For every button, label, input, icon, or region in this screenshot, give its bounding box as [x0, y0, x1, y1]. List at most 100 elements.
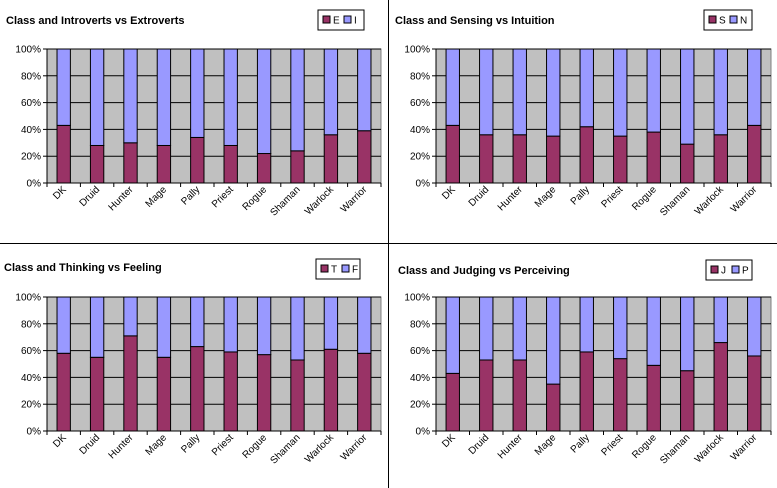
x-category-label: Druid	[78, 432, 103, 457]
y-tick-label: 0%	[416, 179, 431, 190]
y-tick-label: 20%	[21, 400, 41, 411]
legend-swatch-S	[708, 15, 717, 24]
bar-N-rogue	[646, 48, 661, 133]
bar-J-warlock	[713, 342, 728, 432]
chart-title: Class and Thinking vs Feeling	[4, 262, 162, 274]
bar-S-shaman	[680, 143, 695, 184]
legend-label: F	[352, 265, 358, 276]
bar-I-priest	[223, 48, 238, 146]
x-category-label: Rogue	[241, 184, 270, 213]
bar-J-dk	[445, 372, 460, 432]
legend-swatch-I	[343, 15, 352, 24]
bar-T-druid	[89, 356, 105, 432]
y-tick-label: 40%	[410, 125, 430, 136]
bar-N-warlock	[713, 48, 728, 136]
x-category-label: Pally	[179, 184, 202, 207]
bar-N-druid	[479, 48, 494, 136]
y-tick-label: 60%	[410, 346, 430, 357]
y-tick-label: 100%	[15, 293, 41, 304]
x-category-label: DK	[51, 184, 69, 202]
y-tick-label: 100%	[404, 293, 430, 304]
legend-swatch-F	[341, 264, 350, 273]
x-category-label: Priest	[210, 432, 236, 458]
legend-swatch-E	[322, 15, 331, 24]
bar-J-druid	[479, 359, 494, 432]
bar-N-pally	[579, 48, 594, 128]
x-category-label: Priest	[600, 184, 626, 210]
bar-T-shaman	[290, 359, 305, 432]
legend-label: I	[354, 16, 357, 27]
legend-label: E	[333, 16, 340, 27]
bar-P-mage	[546, 296, 561, 385]
bar-I-hunter	[123, 48, 138, 144]
x-category-label: Warrior	[339, 432, 370, 463]
x-category-label: Pally	[179, 432, 202, 455]
legend-box	[705, 259, 753, 281]
x-category-label: Mage	[533, 184, 559, 210]
y-tick-label: 100%	[404, 45, 430, 56]
bar-E-pally	[190, 136, 205, 184]
x-category-label: DK	[440, 184, 458, 202]
bar-F-priest	[223, 296, 238, 353]
y-tick-label: 20%	[410, 152, 430, 163]
bar-S-priest	[613, 135, 628, 184]
x-category-label: Mage	[533, 432, 559, 458]
bar-F-druid	[89, 296, 105, 358]
x-category-label: Druid	[467, 432, 492, 457]
bar-E-druid	[89, 144, 105, 184]
bar-E-warrior	[357, 130, 372, 184]
bar-I-warlock	[323, 48, 339, 136]
y-tick-label: 60%	[21, 98, 41, 109]
bar-N-shaman	[680, 48, 695, 145]
x-category-label: Rogue	[241, 432, 270, 461]
bar-T-rogue	[256, 354, 272, 432]
bar-E-shaman	[290, 150, 305, 184]
bar-S-pally	[579, 126, 594, 184]
y-tick-label: 80%	[21, 71, 41, 82]
bar-F-mage	[156, 296, 172, 358]
x-category-label: Warlock	[303, 184, 337, 218]
bar-E-dk	[56, 124, 71, 184]
bar-J-warrior	[747, 355, 762, 432]
y-tick-label: 20%	[410, 400, 430, 411]
y-tick-label: 60%	[21, 346, 41, 357]
y-tick-label: 80%	[410, 319, 430, 330]
bar-J-shaman	[680, 370, 695, 432]
bar-P-pally	[579, 296, 594, 353]
bar-T-warrior	[357, 352, 372, 432]
y-tick-label: 40%	[21, 373, 41, 384]
x-category-label: Warrior	[729, 184, 760, 215]
x-category-label: Hunter	[496, 184, 525, 213]
bar-S-hunter	[512, 134, 527, 184]
bar-I-rogue	[256, 48, 272, 155]
bar-S-warlock	[713, 134, 728, 184]
x-category-label: Mage	[144, 432, 170, 458]
bar-N-dk	[445, 48, 460, 126]
x-category-label: Warlock	[693, 432, 727, 466]
bar-P-hunter	[512, 296, 527, 361]
bar-P-dk	[445, 296, 460, 374]
bar-N-warrior	[747, 48, 762, 126]
y-tick-label: 40%	[410, 373, 430, 384]
bar-S-druid	[479, 134, 494, 184]
bar-S-dk	[445, 124, 460, 184]
bar-N-priest	[613, 48, 628, 137]
bar-T-warlock	[323, 348, 339, 432]
legend-swatch-T	[320, 264, 329, 273]
bar-F-hunter	[123, 296, 138, 337]
x-category-label: Warrior	[339, 184, 370, 215]
legend-label: P	[742, 266, 749, 277]
x-category-label: Shaman	[269, 184, 303, 218]
bar-N-hunter	[512, 48, 527, 136]
x-category-label: Druid	[78, 184, 103, 209]
y-tick-label: 80%	[21, 319, 41, 330]
bar-T-dk	[56, 352, 71, 432]
bar-S-mage	[546, 135, 561, 184]
bar-F-dk	[56, 296, 71, 354]
legend-label: N	[740, 16, 747, 27]
x-category-label: Warrior	[729, 432, 760, 463]
chart-title: Class and Sensing vs Intuition	[395, 15, 555, 27]
y-tick-label: 0%	[27, 179, 42, 190]
y-tick-label: 40%	[21, 125, 41, 136]
